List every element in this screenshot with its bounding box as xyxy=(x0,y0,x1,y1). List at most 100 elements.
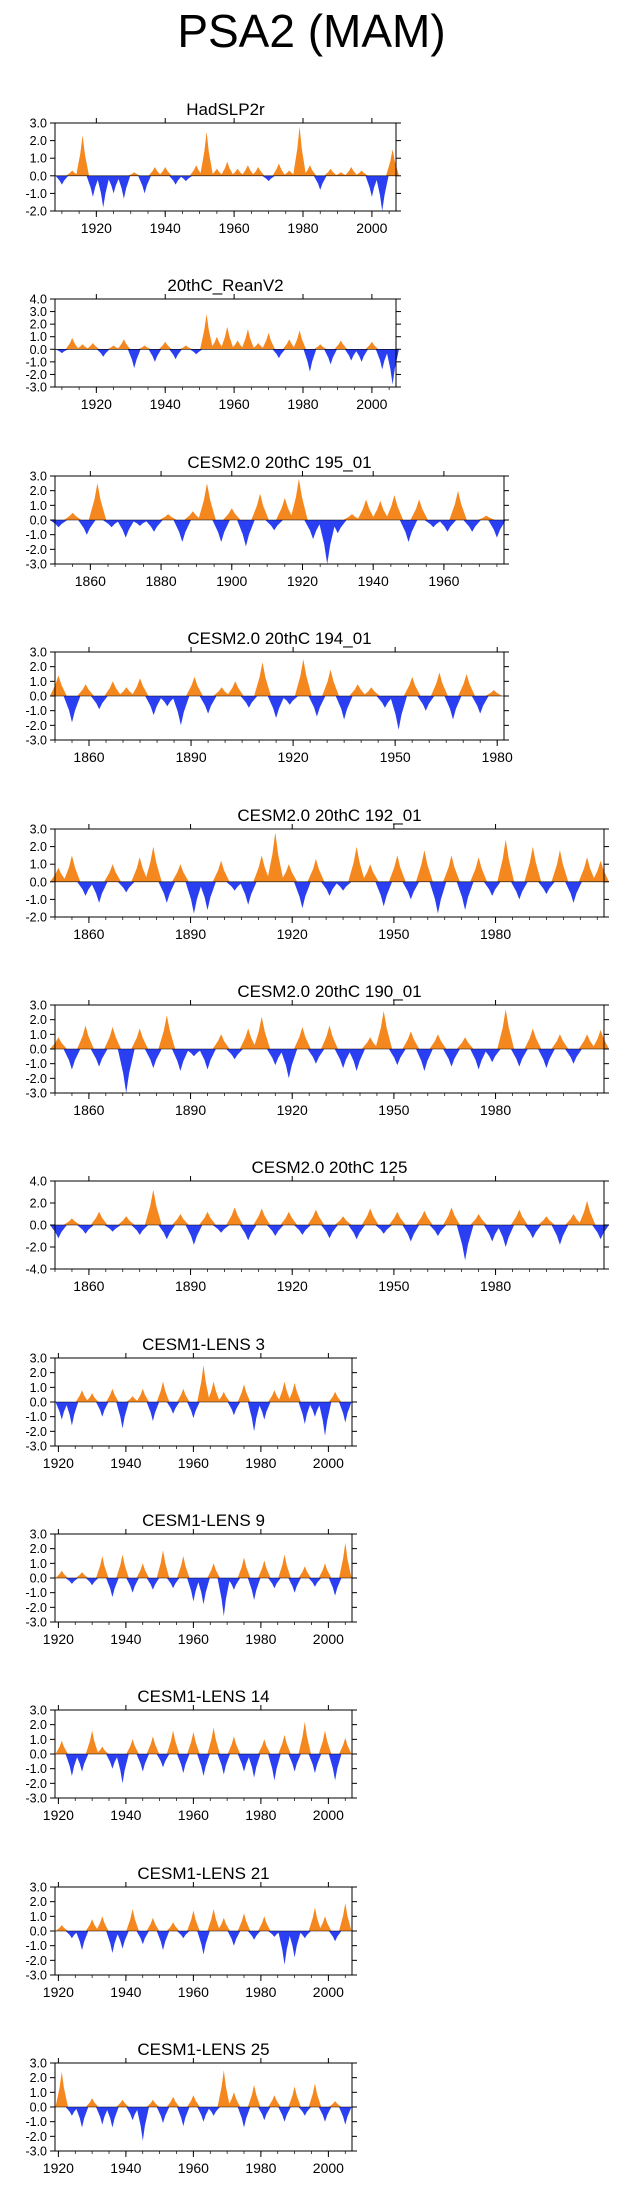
data-spike xyxy=(159,514,177,520)
data-spike xyxy=(207,2107,220,2116)
data-spike xyxy=(308,2083,322,2107)
data-spike xyxy=(85,1730,99,1754)
data-spike xyxy=(328,1931,342,1942)
y-tick-label: 0.0 xyxy=(30,690,47,704)
y-tick-label: 3.0 xyxy=(30,2057,47,2071)
chart-panel: CESM2.0 20thC 125 4.0 2.0 0.0 -2.0 -4.0 1860 18… xyxy=(25,1158,609,1294)
data-spike xyxy=(127,172,141,176)
data-spike xyxy=(402,881,420,900)
data-spike xyxy=(179,175,193,182)
data-spike xyxy=(96,2107,109,2125)
data-spike xyxy=(55,1570,68,1578)
x-tick-label: 1920 xyxy=(43,2160,74,2176)
data-spike xyxy=(85,2098,99,2107)
x-tick-label: 1940 xyxy=(358,573,389,589)
data-spike xyxy=(75,1931,89,1951)
data-spike xyxy=(307,1209,325,1225)
chart-title: CESM1-LENS 9 xyxy=(142,1511,265,1530)
data-spike xyxy=(63,512,82,520)
y-tick-label: 3.0 xyxy=(30,1528,47,1542)
x-tick-label: 1890 xyxy=(175,1278,206,1294)
y-tick-label: 2.0 xyxy=(30,1718,47,1732)
data-spike xyxy=(357,499,375,520)
data-spike xyxy=(96,175,110,208)
data-spike xyxy=(268,1754,281,1781)
data-spike xyxy=(388,1211,406,1225)
data-spike xyxy=(328,2101,342,2107)
data-spike xyxy=(77,1225,94,1234)
data-spike xyxy=(258,1916,271,1931)
data-spike xyxy=(308,696,326,717)
data-spike xyxy=(166,1922,180,1931)
data-spike xyxy=(239,1028,257,1049)
y-tick-label: -3.0 xyxy=(25,1792,47,1806)
data-spike xyxy=(146,1578,160,1590)
y-tick-label: -2.0 xyxy=(25,1601,47,1615)
x-tick-label: 1940 xyxy=(150,396,181,412)
y-tick-label: -1.0 xyxy=(25,187,47,201)
data-spike xyxy=(144,1189,162,1225)
data-spike xyxy=(138,175,151,194)
data-spike xyxy=(294,659,312,696)
data-spike xyxy=(187,2095,200,2107)
x-tick-label: 1960 xyxy=(178,1631,209,1647)
data-spike xyxy=(308,1578,322,1587)
data-spike xyxy=(185,1049,203,1057)
data-spike xyxy=(348,1049,365,1071)
y-tick-label: 2.0 xyxy=(30,484,47,498)
data-spike xyxy=(293,126,306,176)
x-tick-label: 1980 xyxy=(480,926,511,942)
y-tick-label: -2.0 xyxy=(25,1777,47,1791)
x-tick-label: 1950 xyxy=(380,749,411,765)
data-spike xyxy=(375,881,393,907)
data-spike xyxy=(239,881,257,905)
data-spike xyxy=(177,1388,190,1402)
x-tick-label: 2000 xyxy=(313,1807,344,1823)
data-spike xyxy=(199,696,217,714)
data-spike xyxy=(217,2070,230,2107)
x-tick-label: 1940 xyxy=(110,1631,141,1647)
data-spike xyxy=(200,314,213,350)
data-spike xyxy=(280,1211,298,1225)
data-spike xyxy=(456,881,474,910)
x-tick-label: 1920 xyxy=(43,1631,74,1647)
x-tick-label: 1920 xyxy=(81,396,112,412)
x-tick-label: 1860 xyxy=(73,926,104,942)
data-spike xyxy=(107,175,120,194)
data-spike xyxy=(199,1211,216,1225)
data-spike xyxy=(146,1917,160,1931)
data-spike xyxy=(477,515,496,520)
x-tick-label: 1920 xyxy=(287,573,318,589)
chart-panel: CESM2.0 20thC 195_01 3.02.01.00.0-1.0-2.0… xyxy=(25,453,509,589)
data-spike xyxy=(458,674,475,696)
data-spike xyxy=(258,1560,271,1578)
data-spike xyxy=(63,696,81,723)
x-tick-label: 1940 xyxy=(150,220,181,236)
data-spike xyxy=(200,131,213,176)
plot-frame xyxy=(54,122,397,212)
data-spike xyxy=(126,1909,139,1931)
chart-panel: CESM1-LENS 21 3.02.01.00.0-1.0-2.0-3.0192… xyxy=(25,1864,357,2000)
data-spike xyxy=(361,1208,379,1225)
data-spike xyxy=(578,1200,596,1225)
data-spike xyxy=(344,349,358,361)
data-spike xyxy=(307,1049,325,1064)
data-spike xyxy=(266,1049,284,1066)
data-spike xyxy=(117,1216,135,1225)
x-tick-label: 1950 xyxy=(378,1102,409,1118)
data-spike xyxy=(361,1037,379,1049)
data-spike xyxy=(227,1402,241,1416)
x-tick-label: 2000 xyxy=(313,1984,344,2000)
x-tick-label: 1920 xyxy=(278,749,309,765)
data-spike xyxy=(247,2085,261,2107)
y-tick-label: 1.0 xyxy=(30,1028,47,1042)
chart-panel: CESM1-LENS 3 3.02.01.00.0-1.0-2.0-3.01920… xyxy=(25,1335,357,1471)
x-tick-label: 1960 xyxy=(178,1807,209,1823)
data-spike xyxy=(197,1578,210,1605)
data-spike xyxy=(258,2107,271,2121)
data-spike xyxy=(288,2086,301,2107)
data-spike xyxy=(304,520,322,540)
data-spike xyxy=(272,163,286,176)
data-spike xyxy=(282,339,296,350)
data-spike xyxy=(355,170,368,176)
